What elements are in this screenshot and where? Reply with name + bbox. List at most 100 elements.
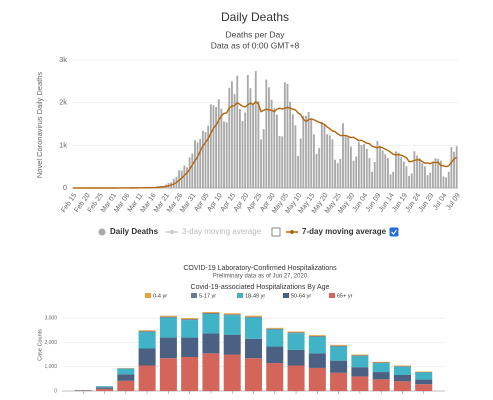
bar xyxy=(188,157,191,188)
bar-segment xyxy=(351,376,369,391)
bar xyxy=(349,146,352,188)
bar-segment xyxy=(138,348,156,366)
legend-swatch xyxy=(237,293,243,298)
bar xyxy=(442,176,445,188)
checkbox-checked[interactable] xyxy=(389,227,399,237)
bar xyxy=(389,174,392,188)
bar xyxy=(228,87,231,188)
bar xyxy=(376,141,379,188)
bar-segment xyxy=(244,315,263,317)
bar xyxy=(331,139,334,188)
legend-item[interactable]: 5-17 yr xyxy=(191,293,216,299)
bar-segment xyxy=(202,353,220,391)
bar xyxy=(310,118,313,188)
bar xyxy=(281,136,284,188)
bar xyxy=(413,151,416,188)
legend-swatch xyxy=(283,293,289,298)
bar-segment xyxy=(138,365,156,391)
bar xyxy=(439,160,442,188)
bar xyxy=(215,106,218,188)
legend-item[interactable]: 7-day moving average xyxy=(286,227,387,236)
bar xyxy=(236,75,239,188)
bar-segment xyxy=(415,372,433,380)
checkmark xyxy=(391,229,397,235)
bar xyxy=(397,152,400,188)
bar xyxy=(447,171,450,188)
bar xyxy=(394,151,397,188)
bar-segment xyxy=(393,366,411,367)
bar xyxy=(283,82,286,188)
bar xyxy=(268,87,270,188)
bar-segment xyxy=(330,344,348,346)
bar xyxy=(209,104,212,188)
bar-segment xyxy=(181,357,199,391)
bar xyxy=(400,157,403,188)
legend-item[interactable]: 65+ yr xyxy=(329,293,353,299)
bar xyxy=(249,88,252,188)
bar xyxy=(352,160,355,188)
bar xyxy=(429,172,432,188)
checkbox[interactable] xyxy=(271,227,281,237)
bar xyxy=(289,101,292,188)
bar xyxy=(373,161,376,188)
legend-item[interactable]: 18-49 yr xyxy=(237,293,265,299)
bar-segment xyxy=(266,328,284,330)
legend-item[interactable]: 50-64 yr xyxy=(283,293,311,299)
bar-segment xyxy=(202,314,220,334)
bar-segment xyxy=(308,353,326,368)
bar xyxy=(294,125,297,188)
bar xyxy=(392,171,395,188)
bar xyxy=(180,170,183,188)
bar-segment xyxy=(117,380,135,391)
bar xyxy=(450,147,453,188)
bar-segment xyxy=(96,387,114,389)
bar xyxy=(437,158,440,188)
bar xyxy=(257,100,260,188)
bar xyxy=(357,142,360,188)
y-tick-label: 0 xyxy=(63,183,67,192)
bar xyxy=(220,108,223,188)
bar xyxy=(365,148,368,188)
bar-segment xyxy=(223,315,241,335)
bar xyxy=(246,74,249,188)
bar-segment xyxy=(308,335,326,337)
legend-item[interactable]: 0-4 yr xyxy=(145,293,167,299)
legend-label: 50-64 yr xyxy=(291,293,311,299)
y-tick-label: 3,000 xyxy=(44,315,57,321)
bar-segment xyxy=(351,354,369,356)
bar-segment xyxy=(372,372,390,380)
y-tick-label: 1,000 xyxy=(44,364,57,370)
bar xyxy=(278,135,281,188)
bar xyxy=(424,166,426,188)
bar-segment xyxy=(351,356,369,368)
bar xyxy=(207,125,210,188)
bar xyxy=(323,124,326,188)
legend-label: 7-day moving average xyxy=(302,227,387,236)
legend-swatch xyxy=(145,293,151,298)
bar xyxy=(223,121,225,188)
y-axis-label: Case Counts xyxy=(37,329,43,361)
bar xyxy=(328,135,331,188)
bar-segment xyxy=(393,365,411,367)
bar-segment xyxy=(223,334,241,355)
bar xyxy=(312,134,315,188)
legend-label: 3-day moving average xyxy=(182,227,262,236)
bar xyxy=(363,144,366,188)
legend-item[interactable]: 3-day moving average xyxy=(166,227,262,236)
bar xyxy=(233,94,236,188)
bar xyxy=(291,114,294,188)
bar xyxy=(265,79,268,188)
bar-segment xyxy=(117,368,135,375)
chart-subtitle: Deaths per Day xyxy=(225,29,285,39)
bar xyxy=(431,161,434,188)
bar xyxy=(201,130,204,188)
bar-segment xyxy=(159,315,177,317)
bar-segment xyxy=(266,363,284,391)
bar-segment xyxy=(393,366,411,375)
bar xyxy=(231,81,233,188)
bar xyxy=(241,121,244,188)
bar xyxy=(453,151,455,188)
bar-segment xyxy=(181,318,199,320)
legend-item[interactable]: Daily Deaths xyxy=(98,227,159,236)
bar-segment xyxy=(244,317,263,339)
